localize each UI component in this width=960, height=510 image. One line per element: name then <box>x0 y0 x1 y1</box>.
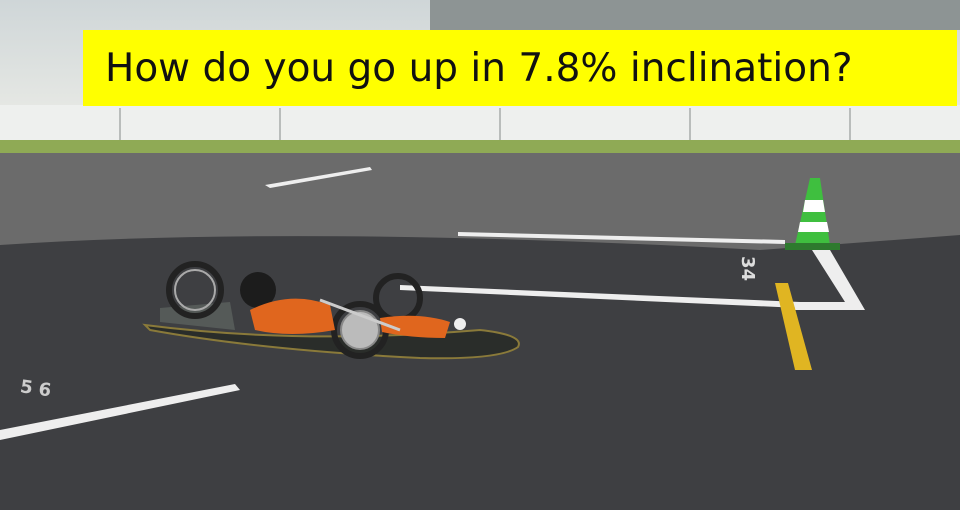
wall <box>0 105 960 145</box>
shadow <box>0 235 960 510</box>
page: 34 56 How do you go up in 7.8% inclinati… <box>0 0 960 510</box>
grandstand <box>430 0 960 30</box>
caption: How do you go up in 7.8% inclination? <box>83 30 957 106</box>
track-number: 34 <box>737 256 758 281</box>
